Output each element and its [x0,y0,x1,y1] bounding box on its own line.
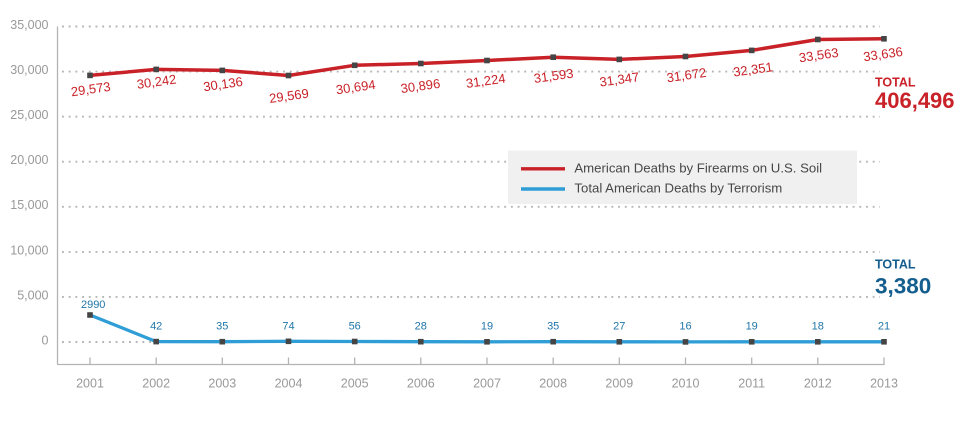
svg-text:35,000: 35,000 [10,18,48,32]
svg-text:19: 19 [746,321,758,333]
svg-text:29,573: 29,573 [70,79,111,99]
svg-text:2011: 2011 [738,376,765,390]
svg-text:18: 18 [812,321,824,333]
svg-text:2008: 2008 [539,376,567,390]
svg-text:30,136: 30,136 [202,74,243,94]
svg-text:21: 21 [878,321,890,333]
svg-text:15,000: 15,000 [10,198,48,212]
svg-text:American Deaths by Firearms on: American Deaths by Firearms on U.S. Soil [574,161,822,176]
svg-text:3,380: 3,380 [875,273,931,298]
svg-text:30,000: 30,000 [10,63,48,77]
svg-text:30,896: 30,896 [400,76,441,96]
svg-text:74: 74 [282,321,294,333]
svg-text:42: 42 [150,321,162,333]
svg-text:25,000: 25,000 [10,108,48,122]
svg-text:30,242: 30,242 [136,72,177,92]
svg-text:Total American Deaths by Terro: Total American Deaths by Terrorism [574,181,782,196]
svg-text:32,351: 32,351 [732,59,773,79]
svg-text:35: 35 [216,321,228,333]
svg-text:0: 0 [42,333,49,347]
svg-text:31,224: 31,224 [465,71,506,91]
svg-text:31,593: 31,593 [533,66,574,86]
svg-text:33,636: 33,636 [862,44,903,64]
svg-text:2004: 2004 [275,376,303,390]
svg-text:19: 19 [481,321,493,333]
svg-text:20,000: 20,000 [10,153,48,167]
svg-text:10,000: 10,000 [10,243,48,257]
svg-text:31,347: 31,347 [599,69,640,89]
svg-text:27: 27 [613,321,625,333]
svg-text:56: 56 [349,321,361,333]
svg-text:2007: 2007 [473,376,501,390]
svg-text:2990: 2990 [81,299,105,311]
svg-text:2006: 2006 [407,376,435,390]
svg-text:2005: 2005 [341,376,369,390]
svg-text:2002: 2002 [142,376,170,390]
svg-text:2009: 2009 [605,376,633,390]
svg-text:35: 35 [547,321,559,333]
svg-text:33,563: 33,563 [798,45,839,65]
svg-text:2001: 2001 [76,376,104,390]
svg-text:2012: 2012 [804,376,832,390]
svg-text:TOTAL: TOTAL [875,76,916,90]
svg-text:TOTAL: TOTAL [875,258,916,272]
svg-text:29,569: 29,569 [268,86,309,106]
svg-text:2010: 2010 [672,376,700,390]
svg-text:16: 16 [679,321,691,333]
svg-text:30,694: 30,694 [335,77,376,97]
svg-text:2003: 2003 [208,376,236,390]
svg-text:28: 28 [415,321,427,333]
svg-text:31,672: 31,672 [666,65,707,85]
svg-text:5,000: 5,000 [17,288,48,302]
svg-text:406,496: 406,496 [875,88,955,113]
svg-text:2013: 2013 [870,376,898,390]
